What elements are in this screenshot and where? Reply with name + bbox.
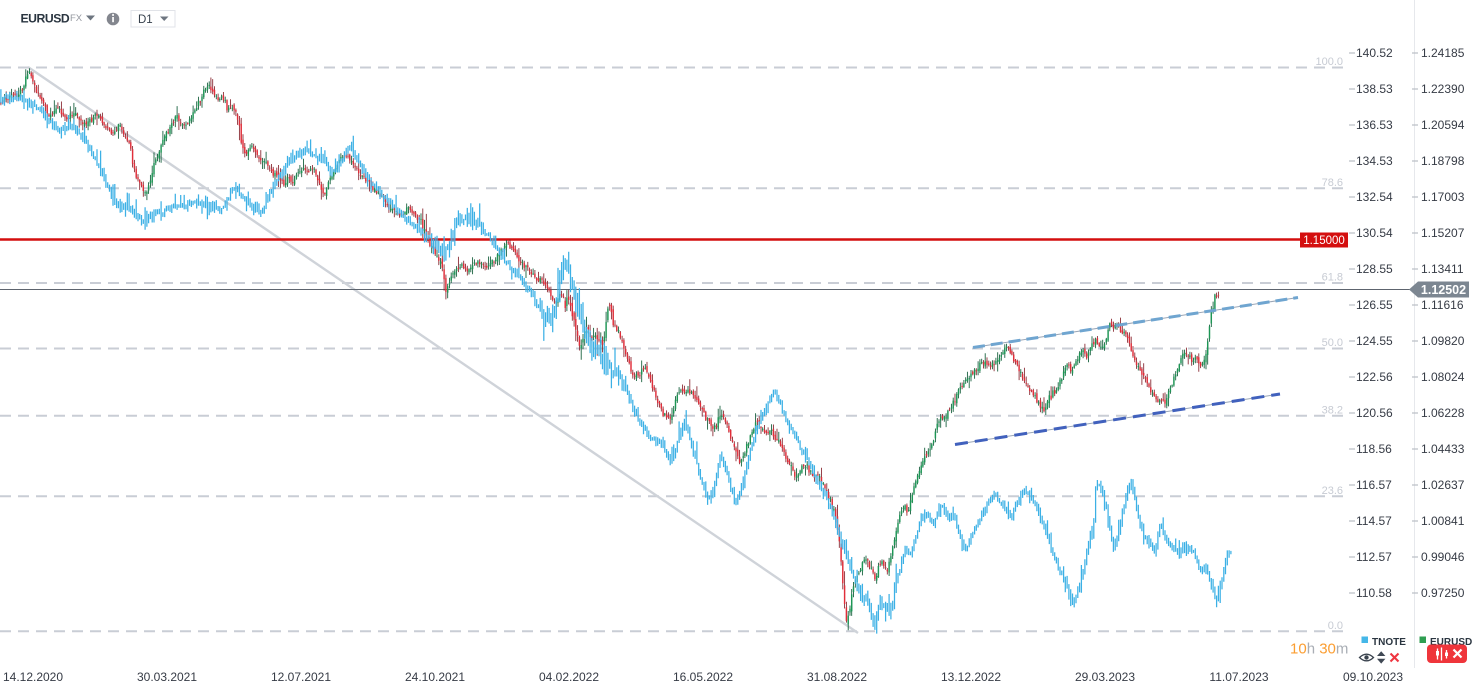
svg-text:04.02.2022: 04.02.2022 — [539, 670, 599, 684]
svg-text:1.13411: 1.13411 — [1421, 262, 1464, 276]
svg-text:61.8: 61.8 — [1322, 272, 1343, 284]
svg-text:10h 30m: 10h 30m — [1290, 641, 1348, 658]
svg-text:09.10.2023: 09.10.2023 — [1343, 670, 1403, 684]
svg-text:124.55: 124.55 — [1356, 334, 1393, 348]
svg-text:38.2: 38.2 — [1322, 404, 1343, 416]
svg-text:23.6: 23.6 — [1322, 485, 1343, 497]
svg-text:1.09820: 1.09820 — [1421, 334, 1465, 348]
svg-text:1.18798: 1.18798 — [1421, 154, 1465, 168]
svg-text:116.57: 116.57 — [1356, 478, 1392, 492]
svg-text:16.05.2022: 16.05.2022 — [673, 670, 733, 684]
svg-text:1.15000: 1.15000 — [1303, 235, 1345, 247]
svg-text:112.57: 112.57 — [1356, 550, 1392, 564]
svg-text:TNOTE: TNOTE — [1372, 637, 1406, 648]
svg-text:136.53: 136.53 — [1356, 118, 1393, 132]
svg-text:78.6: 78.6 — [1322, 177, 1343, 189]
svg-text:11.07.2023: 11.07.2023 — [1209, 670, 1268, 684]
svg-text:110.58: 110.58 — [1356, 586, 1392, 600]
svg-text:132.54: 132.54 — [1356, 190, 1393, 204]
svg-text:1.00841: 1.00841 — [1421, 514, 1465, 528]
svg-text:12.07.2021: 12.07.2021 — [271, 670, 331, 684]
svg-text:1.06228: 1.06228 — [1421, 406, 1465, 420]
svg-text:EURUSD: EURUSD — [21, 12, 70, 26]
svg-text:0.97250: 0.97250 — [1421, 586, 1465, 600]
svg-text:118.56: 118.56 — [1356, 442, 1392, 456]
svg-text:1.04433: 1.04433 — [1421, 442, 1465, 456]
svg-text:13.12.2022: 13.12.2022 — [941, 670, 1001, 684]
svg-text:D1: D1 — [138, 14, 153, 26]
svg-text:1.17003: 1.17003 — [1421, 190, 1465, 204]
svg-text:50.0: 50.0 — [1322, 337, 1343, 349]
svg-text:1.11616: 1.11616 — [1421, 298, 1464, 312]
svg-text:126.55: 126.55 — [1356, 298, 1393, 312]
svg-text:1.24185: 1.24185 — [1421, 46, 1465, 60]
svg-text:120.56: 120.56 — [1356, 406, 1393, 420]
svg-text:1.08024: 1.08024 — [1421, 370, 1465, 384]
svg-text:14.12.2020: 14.12.2020 — [3, 670, 63, 684]
svg-text:100.0: 100.0 — [1315, 56, 1343, 68]
svg-text:128.55: 128.55 — [1356, 262, 1393, 276]
svg-text:138.53: 138.53 — [1356, 82, 1393, 96]
svg-text:122.56: 122.56 — [1356, 370, 1393, 384]
svg-text:134.53: 134.53 — [1356, 154, 1393, 168]
svg-text:30.03.2021: 30.03.2021 — [137, 670, 197, 684]
svg-text:1.02637: 1.02637 — [1421, 478, 1465, 492]
svg-text:29.03.2023: 29.03.2023 — [1075, 670, 1135, 684]
svg-text:1.22390: 1.22390 — [1421, 82, 1465, 96]
svg-text:130.54: 130.54 — [1356, 226, 1393, 240]
svg-text:FX: FX — [70, 13, 83, 24]
svg-text:EURUSD: EURUSD — [1430, 637, 1472, 648]
svg-text:24.10.2021: 24.10.2021 — [405, 670, 465, 684]
svg-text:140.52: 140.52 — [1356, 46, 1393, 60]
svg-text:1.12502: 1.12502 — [1421, 283, 1466, 297]
svg-text:114.57: 114.57 — [1356, 514, 1392, 528]
svg-text:31.08.2022: 31.08.2022 — [807, 670, 867, 684]
svg-text:1.15207: 1.15207 — [1421, 226, 1465, 240]
svg-text:1.20594: 1.20594 — [1421, 118, 1465, 132]
svg-text:0.0: 0.0 — [1328, 620, 1343, 632]
svg-text:0.99046: 0.99046 — [1421, 550, 1465, 564]
